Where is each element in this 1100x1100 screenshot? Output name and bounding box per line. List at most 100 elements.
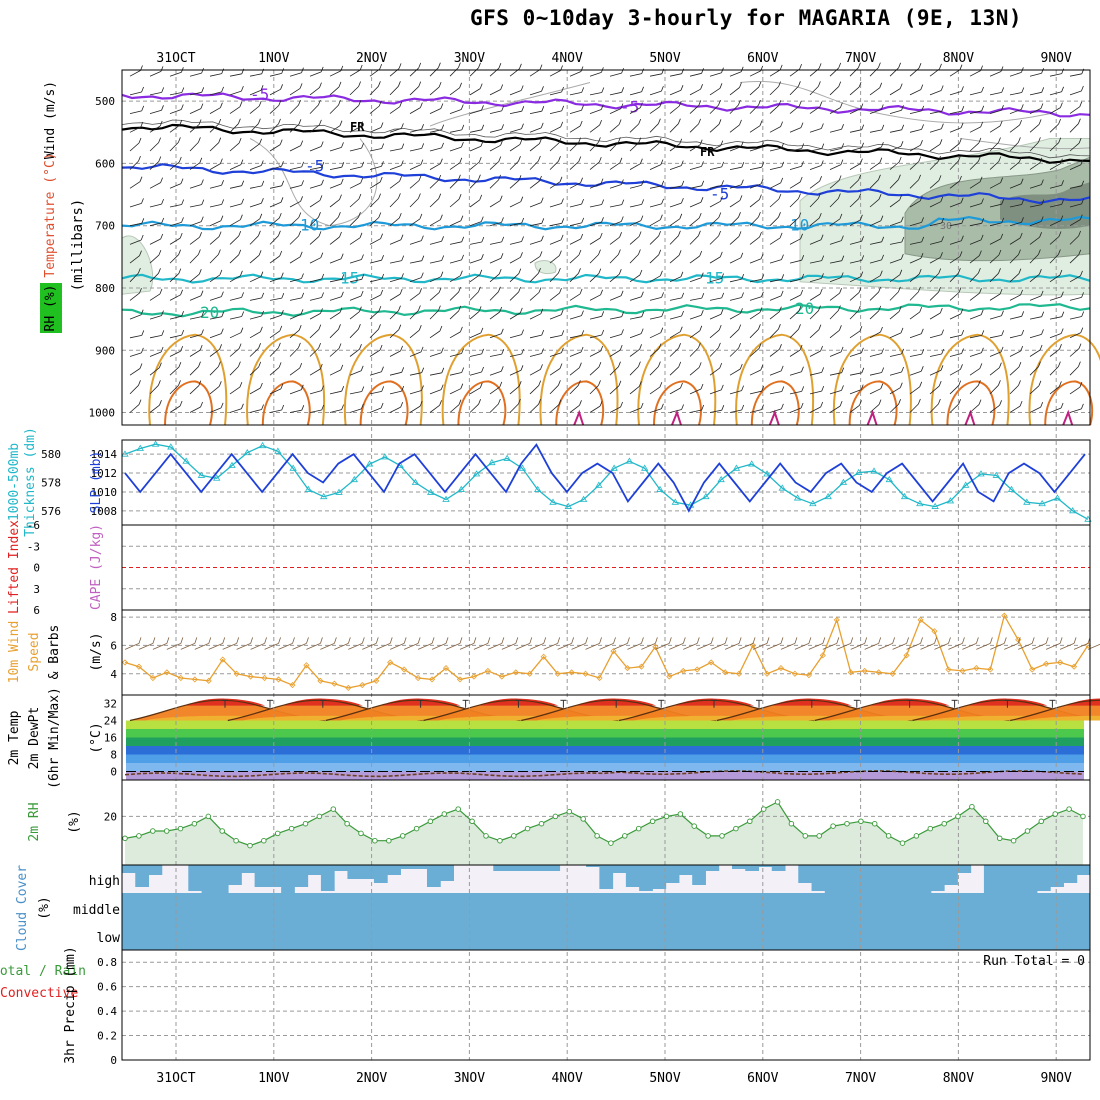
- cloud-high-bar: [320, 865, 335, 891]
- wind-barb: [489, 257, 502, 264]
- wind-barb-feather: [141, 86, 144, 93]
- wind-barb: [469, 145, 482, 152]
- wind-barb: [489, 222, 502, 227]
- wind-barb: [909, 257, 922, 264]
- wind-barb-feather: [938, 155, 941, 162]
- wind-barb-feather: [258, 250, 262, 256]
- wind-barb-feather: [158, 137, 161, 143]
- wind-barb: [849, 330, 861, 339]
- wind-barb-feather: [898, 62, 901, 68]
- wind-barb: [809, 128, 822, 133]
- wind-barb-feather: [981, 105, 985, 111]
- isotherm-35: [671, 409, 682, 426]
- wind-barb: [829, 329, 840, 339]
- cloud-high-bar: [838, 865, 852, 893]
- wind-barb-feather: [741, 385, 744, 391]
- wind-barb: [669, 89, 682, 96]
- wind-barb: [249, 73, 262, 77]
- wind10m-barb-feather: [417, 637, 421, 644]
- wind-barb: [329, 104, 339, 114]
- wind-barb-feather: [618, 119, 622, 125]
- wind-barb: [429, 292, 440, 301]
- wind-barb: [189, 334, 202, 339]
- wind-barb: [989, 182, 1001, 189]
- wind-barb: [729, 200, 741, 208]
- wind10m-barb-feather: [822, 637, 826, 644]
- wind-barb: [969, 142, 980, 152]
- wind-barb-feather: [561, 86, 564, 93]
- wind-barb-feather: [201, 311, 205, 317]
- wind-barb: [1049, 220, 1061, 227]
- wind10m-marker: [191, 676, 198, 683]
- wind-barb-feather: [839, 213, 843, 220]
- wind-barb-feather: [498, 174, 501, 181]
- wind-barb: [189, 254, 199, 264]
- cloud-high-bar: [122, 865, 136, 873]
- wind-barb-feather: [761, 274, 765, 280]
- wind-barb-feather: [481, 348, 485, 355]
- wind-barb-feather: [280, 383, 284, 390]
- wind-barb-feather: [900, 141, 904, 147]
- temp-contour-label: -5: [305, 157, 324, 176]
- wind-barb-feather: [161, 217, 165, 224]
- thickness-marker: [381, 453, 389, 460]
- wind-barb: [769, 105, 780, 114]
- wind-barb-feather: [479, 194, 483, 201]
- wind-barb: [189, 204, 202, 208]
- isotherm-30: [1044, 380, 1094, 426]
- wind-barb-feather: [721, 161, 725, 168]
- wind-barb-feather: [800, 402, 804, 409]
- wind-barb-feather: [940, 252, 943, 258]
- wind-barb: [569, 404, 580, 413]
- wind10m-marker: [331, 680, 338, 687]
- wind10m-barb: [501, 643, 516, 650]
- wind-barb-feather: [1020, 289, 1023, 296]
- temp2m-tick: 16: [104, 732, 117, 745]
- wind10m-barb: [417, 643, 433, 650]
- wind-barb-feather: [361, 161, 365, 168]
- wind-barb: [449, 109, 462, 114]
- wind-barb: [249, 105, 260, 114]
- wind-barb: [529, 353, 542, 357]
- thickness-marker: [992, 471, 1000, 478]
- wind-barb: [609, 142, 619, 152]
- wind-barb-feather: [921, 217, 924, 223]
- wind-barb: [429, 330, 441, 339]
- temp-contour-cyan: [121, 273, 1091, 284]
- wind-barb: [909, 222, 922, 227]
- wind-barb: [469, 221, 482, 227]
- wind-barb-feather: [599, 232, 603, 239]
- cloud-high-bar: [281, 865, 295, 893]
- wind-barb-feather: [881, 367, 885, 373]
- wind-barb: [589, 294, 601, 301]
- wind10m-marker: [847, 669, 854, 676]
- wind-barb: [169, 254, 179, 264]
- wind-barb-feather: [461, 348, 464, 354]
- wind-barb: [989, 238, 1001, 245]
- wind-barb: [349, 348, 360, 357]
- wind-barb: [1069, 123, 1079, 133]
- wind-barb: [189, 366, 199, 376]
- wind-barb: [169, 183, 182, 189]
- wind-barb-feather: [798, 305, 802, 312]
- wind-barb: [189, 184, 202, 189]
- wind-barb: [329, 258, 342, 264]
- wind-barb-feather: [1038, 249, 1041, 255]
- wind-barb-feather: [619, 232, 622, 238]
- thickness-axis-label-2: Thickness (dm): [23, 427, 38, 537]
- rh2m-marker: [719, 833, 725, 839]
- wind-barb: [989, 293, 1001, 301]
- wind-barb: [469, 274, 481, 283]
- wind-barb: [349, 105, 360, 114]
- rh2m-marker: [705, 833, 711, 839]
- wind10m-barb-feather: [752, 637, 756, 644]
- wind-barb-feather: [779, 64, 783, 71]
- wind-barb-feather: [919, 195, 923, 201]
- wind-barb: [369, 127, 382, 133]
- wind-barb: [769, 69, 781, 77]
- wind-barb: [689, 144, 701, 152]
- wind-barb: [149, 222, 162, 227]
- wind-barb-feather: [501, 217, 504, 223]
- wind-barb: [649, 73, 662, 77]
- wind-barb-feather: [498, 63, 502, 69]
